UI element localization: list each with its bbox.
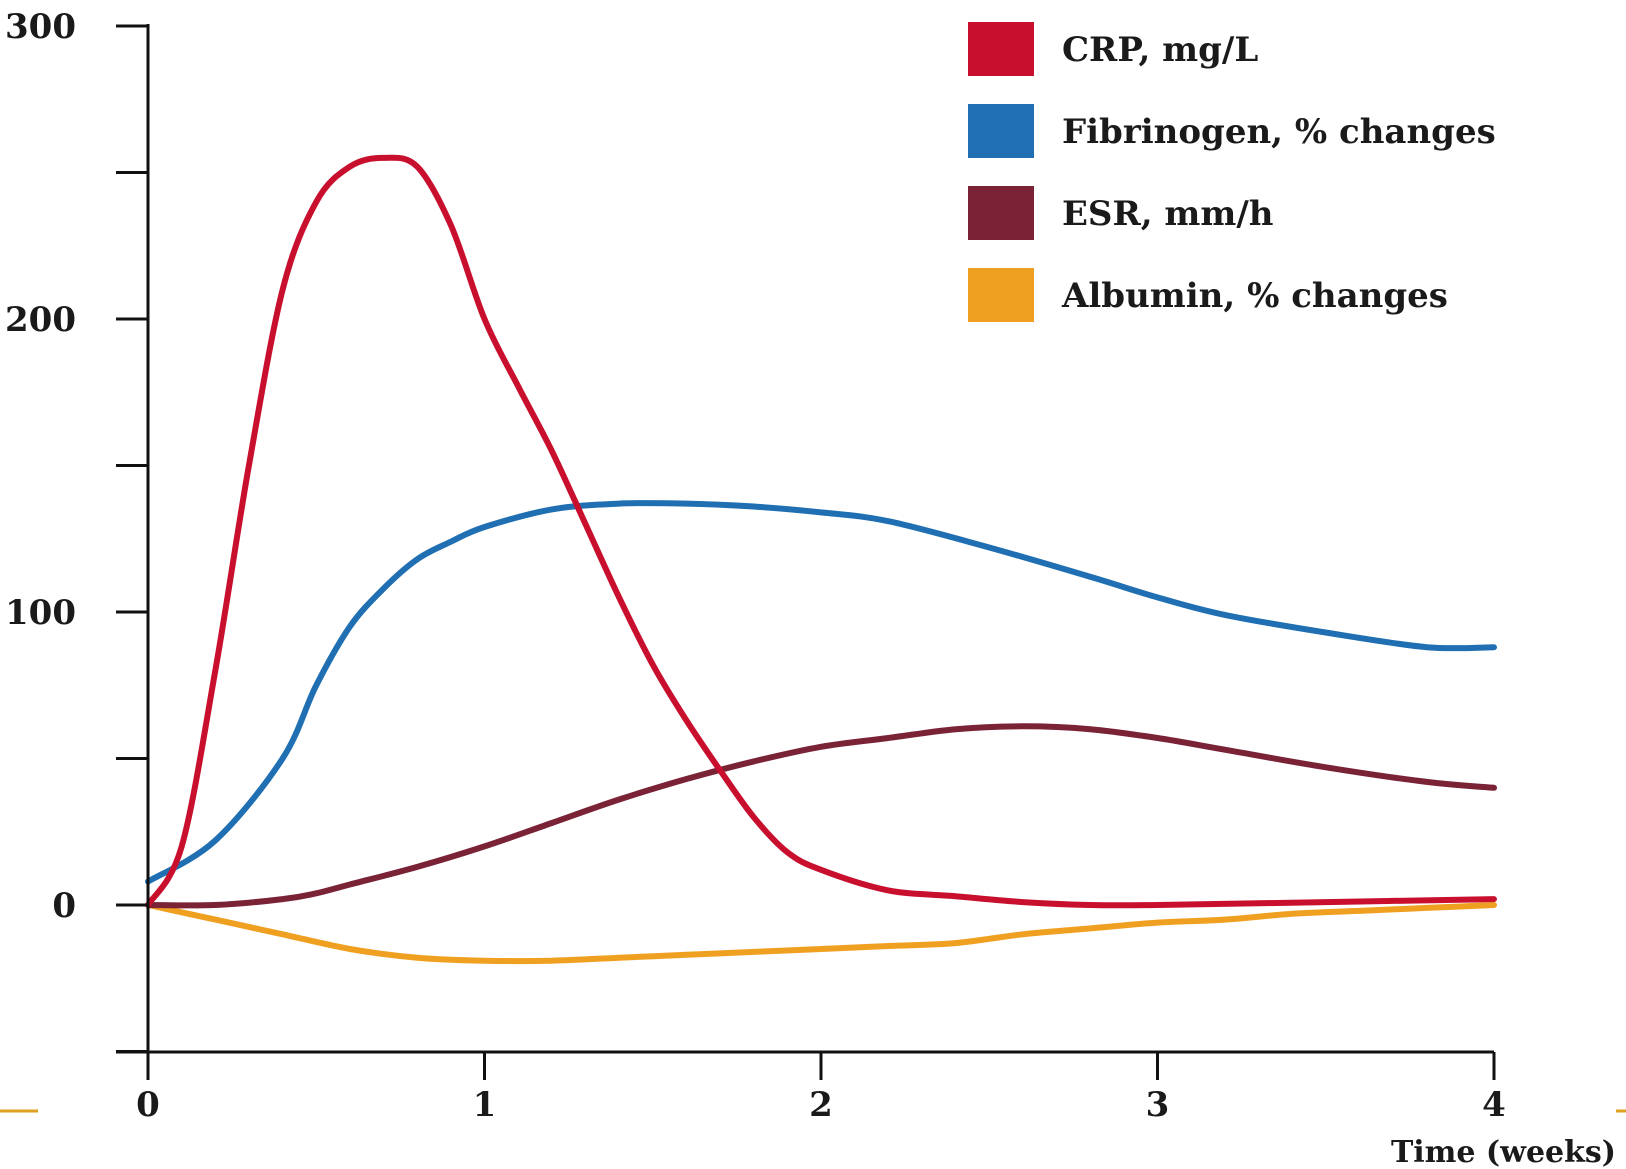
x-tick-label-3: 3 — [1146, 1085, 1170, 1125]
x-tick-label-0: 0 — [136, 1085, 160, 1125]
legend: CRP, mg/L Fibrinogen, % changes ESR, mm/h A… — [968, 22, 1496, 322]
legend-swatch-albumin — [968, 268, 1034, 322]
y-tick-label-300: 300 — [5, 7, 76, 47]
legend-item-esr: ESR, mm/h — [968, 186, 1274, 240]
y-ticks: 0 100 200 300 — [5, 7, 148, 1053]
legend-item-albumin: Albumin, % changes — [968, 268, 1448, 322]
legend-label-crp: CRP, mg/L — [1062, 30, 1258, 70]
legend-swatch-esr — [968, 186, 1034, 240]
x-tick-label-2: 2 — [809, 1085, 833, 1125]
series-layer — [145, 154, 1497, 965]
legend-label-esr: ESR, mm/h — [1062, 194, 1274, 234]
series-line-crp — [145, 154, 1497, 909]
legend-label-albumin: Albumin, % changes — [1061, 276, 1448, 316]
x-tick-label-4: 4 — [1482, 1085, 1506, 1125]
legend-swatch-fibrinogen — [968, 104, 1034, 158]
legend-swatch-crp — [968, 22, 1034, 76]
series-line-albumin — [145, 902, 1497, 965]
x-tick-label-1: 1 — [473, 1085, 497, 1125]
x-ticks: 0 1 2 3 4 — [136, 1052, 1506, 1125]
y-tick-label-100: 100 — [5, 593, 76, 633]
legend-item-fibrinogen: Fibrinogen, % changes — [968, 104, 1496, 158]
series-line-fibrinogen — [145, 500, 1497, 885]
x-axis-label: Time (weeks) — [1391, 1135, 1616, 1169]
series-line-esr — [145, 723, 1497, 909]
legend-label-fibrinogen: Fibrinogen, % changes — [1062, 112, 1496, 152]
axis-layer — [116, 24, 1494, 1054]
legend-item-crp: CRP, mg/L — [968, 22, 1258, 76]
y-tick-label-0: 0 — [52, 886, 76, 926]
y-tick-label-200: 200 — [5, 300, 76, 340]
